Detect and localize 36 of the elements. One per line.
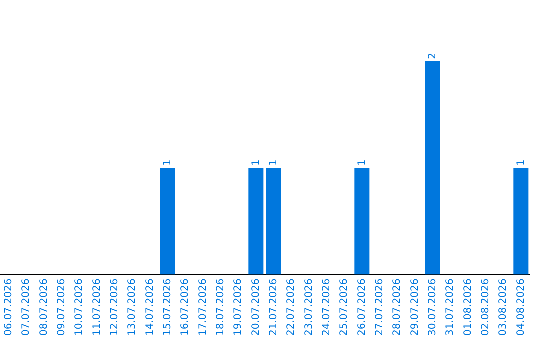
x-tick-label: 15.07.2026 — [162, 278, 174, 336]
x-tick-label: 16.07.2026 — [180, 278, 192, 336]
x-tick-label: 11.07.2026 — [92, 278, 103, 336]
x-tick-label: 25.07.2026 — [339, 278, 350, 336]
x-tick-label: 20.07.2026 — [250, 278, 262, 336]
x-tick-label: 31.07.2026 — [445, 278, 456, 336]
x-tick-label: 24.07.2026 — [321, 278, 332, 336]
x-tick-label: 22.07.2026 — [286, 278, 298, 336]
x-tick-label: 10.07.2026 — [74, 278, 86, 336]
x-tick-label: 26.07.2026 — [356, 278, 368, 336]
x-tick-label: 13.07.2026 — [127, 278, 138, 336]
x-tick-label: 03.08.2026 — [498, 278, 510, 336]
x-tick-label: 28.07.2026 — [392, 278, 404, 336]
data-label: 2 — [427, 52, 438, 60]
x-tick-label: 09.07.2026 — [56, 278, 68, 336]
data-label: 1 — [516, 160, 527, 166]
x-tick-label: 12.07.2026 — [109, 278, 120, 336]
x-tick-label: 21.07.2026 — [268, 278, 280, 336]
x-tick-label: 08.07.2026 — [38, 278, 50, 336]
x-tick-label: 30.07.2026 — [427, 278, 438, 336]
x-tick-label: 18.07.2026 — [215, 278, 226, 336]
data-label: 1 — [250, 160, 262, 166]
x-tick-label: 02.08.2026 — [480, 278, 492, 336]
x-tick-label: 17.07.2026 — [198, 278, 209, 336]
x-tick-label: 23.07.2026 — [304, 278, 315, 336]
x-tick-label: 29.07.2026 — [410, 278, 421, 336]
x-tick-label: 06.07.2026 — [3, 278, 14, 336]
x-tick-label: 01.08.2026 — [462, 278, 474, 336]
data-label: 1 — [356, 160, 368, 166]
x-tick-label: 27.07.2026 — [374, 278, 386, 336]
x-tick-label: 14.07.2026 — [144, 278, 156, 336]
x-tick-label: 07.07.2026 — [21, 278, 32, 336]
data-label: 1 — [268, 160, 280, 166]
data-label: 1 — [162, 160, 174, 166]
x-tick-label: 04.08.2026 — [516, 278, 527, 336]
x-tick-label: 19.07.2026 — [233, 278, 244, 336]
